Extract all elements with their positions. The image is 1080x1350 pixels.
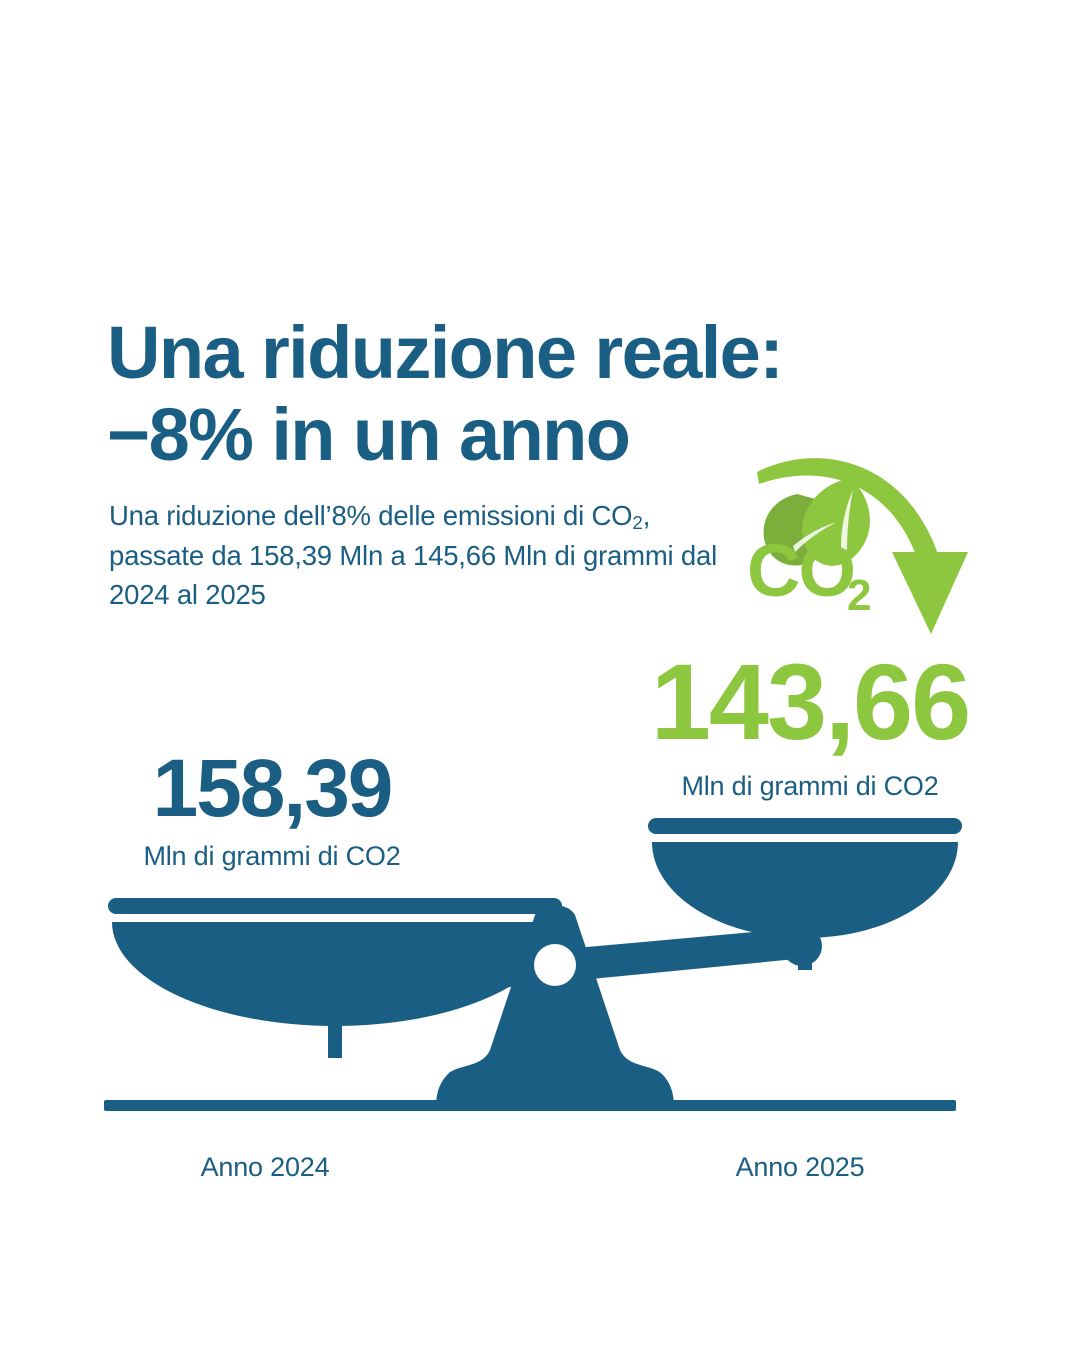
subtitle-line-a: Una riduzione dell’8% delle emissioni di… (109, 499, 633, 531)
logo-co2-subscript: 2 (847, 571, 871, 620)
subtitle-line-b: , passate da 158,39 Mln a 145,66 Mln di … (109, 499, 717, 611)
value-2024-number: 158,39 (152, 743, 394, 834)
scale-fulcrum (436, 905, 674, 1108)
value-2025-number: 143,66 (650, 641, 971, 762)
scale-ground-line (104, 1100, 956, 1111)
value-2025-unit: Mln di grammi di CO2 (681, 771, 939, 801)
value-block-2024: 158,39 Mln di grammi di CO2 (92, 748, 452, 872)
page-title: Una riduzione reale: −8% in un anno (107, 310, 784, 477)
caption-year-2024: Anno 2024 (200, 1152, 330, 1182)
caption-year-2025: Anno 2025 (735, 1152, 865, 1182)
value-block-2025: 143,66 Mln di grammi di CO2 (600, 648, 1020, 802)
balance-scale-illustration (80, 800, 980, 1130)
scale-pivot-hole (534, 944, 576, 986)
co2-reduction-logo: CO 2 (735, 424, 987, 650)
subtitle: Una riduzione dell’8% delle emissioni di… (109, 496, 749, 615)
value-2024-unit: Mln di grammi di CO2 (143, 841, 401, 871)
leaf-icon (763, 480, 870, 566)
subtitle-co2-subscript: 2 (632, 511, 643, 533)
logo-co2-label: CO (747, 529, 854, 612)
